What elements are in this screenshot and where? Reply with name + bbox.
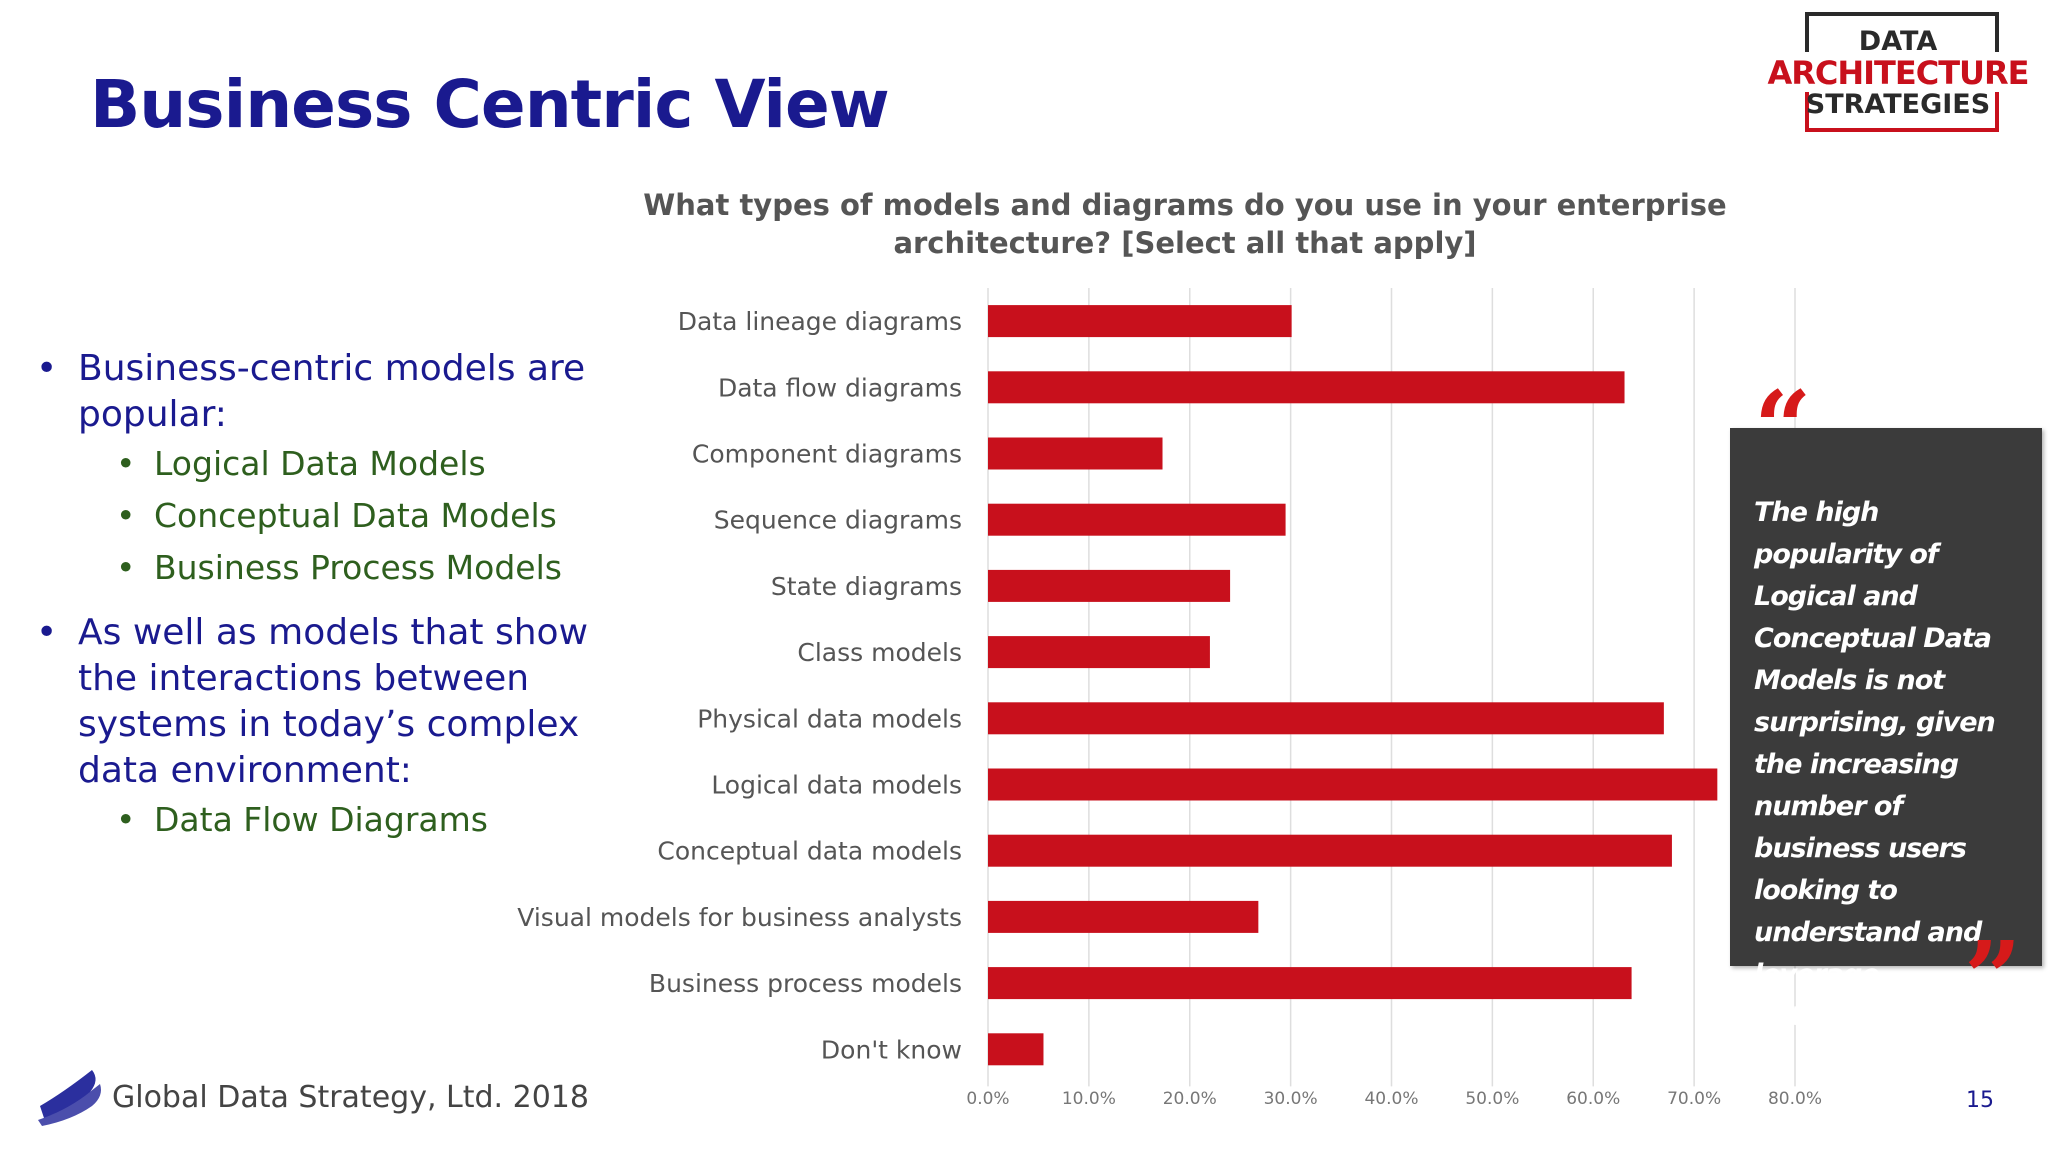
logo-line-3: STRATEGIES bbox=[1805, 89, 1991, 120]
category-label: Data flow diagrams bbox=[718, 373, 962, 402]
bar bbox=[988, 371, 1625, 404]
logo-line-2: ARCHITECTURE bbox=[1767, 54, 2029, 92]
x-tick-label: 20.0% bbox=[1163, 1089, 1217, 1109]
category-label: Data lineage diagrams bbox=[678, 307, 962, 336]
sub-bullet-data-flow: Data Flow Diagrams bbox=[36, 794, 596, 846]
category-label: Component diagrams bbox=[692, 440, 962, 469]
x-tick-label: 0.0% bbox=[966, 1089, 1009, 1109]
bullet-business-centric: Business-centric models are popular: bbox=[36, 346, 596, 438]
bar bbox=[988, 702, 1664, 735]
x-tick-label: 10.0% bbox=[1062, 1089, 1116, 1109]
category-label: Physical data models bbox=[697, 704, 962, 733]
bar bbox=[988, 967, 1632, 1000]
bar bbox=[988, 305, 1292, 338]
category-label: Sequence diagrams bbox=[714, 506, 962, 535]
category-label: Visual models for business analysts bbox=[517, 903, 962, 932]
bar bbox=[988, 569, 1231, 602]
x-tick-label: 50.0% bbox=[1465, 1089, 1519, 1109]
logo-line-1: DATA bbox=[1858, 26, 1938, 57]
bullet-interactions: As well as models that show the interact… bbox=[36, 610, 596, 794]
data-architecture-strategies-logo: DATA ARCHITECTURE STRATEGIES bbox=[1756, 12, 2040, 136]
quote-box: The high popularity of Logical and Conce… bbox=[1730, 428, 2042, 1032]
sub-bullet-conceptual: Conceptual Data Models bbox=[36, 490, 596, 542]
bar bbox=[988, 900, 1259, 933]
x-tick-label: 60.0% bbox=[1566, 1089, 1620, 1109]
footer-text: Global Data Strategy, Ltd. 2018 bbox=[112, 1080, 589, 1115]
logo-frame-bottom bbox=[1805, 92, 1999, 132]
bar bbox=[988, 503, 1286, 536]
x-tick-label: 70.0% bbox=[1667, 1089, 1721, 1109]
bar bbox=[988, 437, 1163, 470]
bar bbox=[988, 834, 1672, 867]
page-number: 15 bbox=[1966, 1088, 1994, 1113]
bar bbox=[988, 768, 1718, 801]
category-label: Conceptual data models bbox=[657, 837, 962, 866]
bar bbox=[988, 1033, 1044, 1066]
x-tick-label: 40.0% bbox=[1364, 1089, 1418, 1109]
category-label: Don't know bbox=[821, 1035, 962, 1064]
x-tick-label: 30.0% bbox=[1264, 1089, 1318, 1109]
x-tick-label: 80.0% bbox=[1768, 1089, 1822, 1109]
global-data-strategy-logo-icon bbox=[38, 1070, 101, 1126]
bar bbox=[988, 636, 1210, 669]
quote-text: The high popularity of Logical and Conce… bbox=[1754, 497, 1996, 1032]
bullet-list: Business-centric models are popular: Log… bbox=[36, 346, 596, 846]
sub-bullet-business-process: Business Process Models bbox=[36, 542, 596, 594]
category-label: State diagrams bbox=[771, 572, 962, 601]
sub-bullet-logical: Logical Data Models bbox=[36, 438, 596, 490]
category-label: Logical data models bbox=[711, 771, 962, 800]
close-quote-icon: ” bbox=[1964, 919, 2022, 1037]
slide-title: Business Centric View bbox=[90, 66, 890, 143]
category-label: Class models bbox=[797, 638, 962, 667]
chart-title: What types of models and diagrams do you… bbox=[643, 188, 1727, 260]
category-label: Business process models bbox=[649, 969, 962, 998]
logo-frame-top bbox=[1805, 12, 1999, 52]
open-quote-icon: “ bbox=[1754, 369, 1812, 487]
